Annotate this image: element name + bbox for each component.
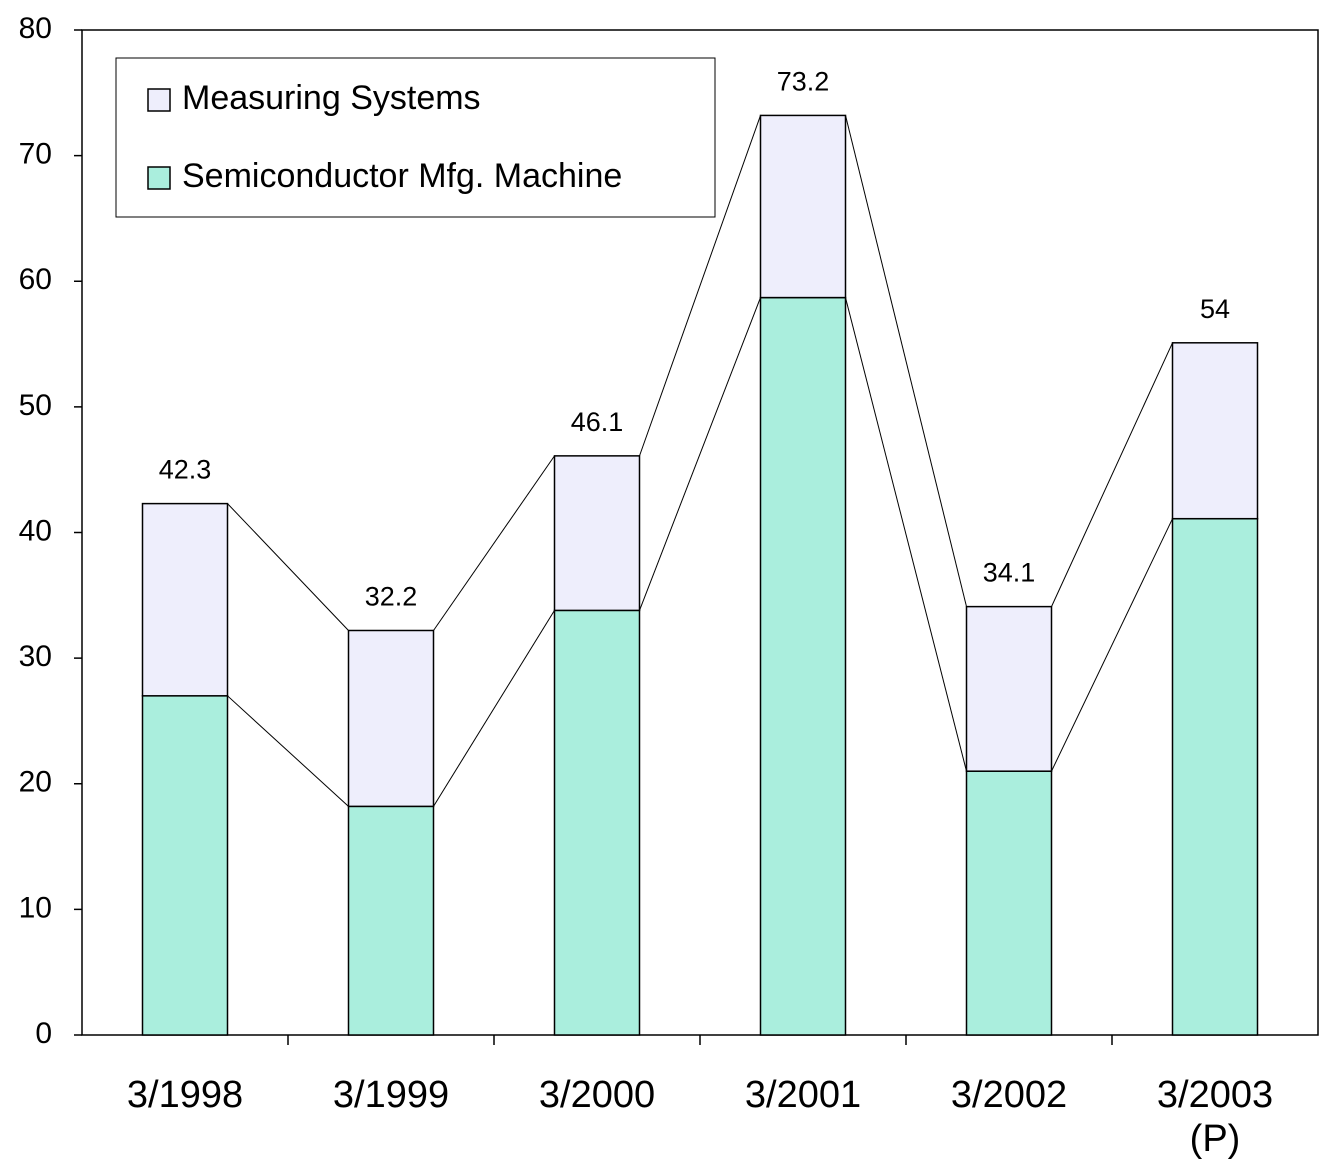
connector-line [639, 115, 761, 457]
x-tick-label: 3/1998 [127, 1074, 243, 1116]
y-tick-label: 60 [19, 263, 52, 296]
total-label: 34.1 [983, 558, 1036, 588]
bar-segment [553, 455, 641, 612]
connector-line [1051, 342, 1173, 607]
connector-line [845, 115, 967, 607]
x-tick-label: 3/2001 [745, 1074, 861, 1116]
total-label: 54 [1200, 294, 1230, 324]
y-tick-label: 20 [19, 766, 52, 799]
connector-line [227, 695, 349, 807]
bar-segment [759, 114, 847, 299]
y-tick-label: 50 [19, 389, 52, 422]
y-tick-label: 40 [19, 514, 52, 547]
legend-label: Semiconductor Mfg. Machine [182, 157, 622, 195]
connector-line [227, 503, 349, 631]
x-tick-label-line: (P) [1190, 1118, 1241, 1160]
bar-segment [759, 296, 847, 1036]
connector-line [845, 297, 967, 772]
x-tick-label-line: 3/1999 [333, 1074, 449, 1116]
connector-line [1051, 518, 1173, 772]
y-tick-label: 70 [19, 138, 52, 171]
legend-swatch [147, 88, 171, 112]
total-label: 32.2 [365, 582, 418, 612]
x-tick-label-line: 3/2000 [539, 1074, 655, 1116]
y-tick-label: 0 [35, 1017, 52, 1050]
bar-segment [347, 629, 435, 808]
x-tick-label-line: 3/2002 [951, 1074, 1067, 1116]
total-label: 46.1 [571, 407, 624, 437]
bar-segment [141, 695, 229, 1036]
y-tick-label: 30 [19, 640, 52, 673]
connector-line [433, 455, 555, 631]
bar-segment [965, 605, 1053, 772]
legend-box [115, 57, 716, 218]
bar-segment [1171, 342, 1259, 520]
legend-label: Measuring Systems [182, 79, 481, 117]
x-tick-label-line: 3/2003 [1157, 1074, 1273, 1116]
x-tick-label: 3/2000 [539, 1074, 655, 1116]
bar-segment [1171, 517, 1259, 1036]
bar-segment [347, 805, 435, 1036]
x-tick-label: 3/2003 (P) [1157, 1074, 1273, 1160]
x-tick-label: 3/1999 [333, 1074, 449, 1116]
bar-segment [553, 609, 641, 1036]
total-label: 42.3 [159, 455, 212, 485]
y-tick-label: 80 [19, 12, 52, 45]
y-tick-label: 10 [19, 891, 52, 924]
total-label: 73.2 [777, 67, 830, 97]
connector-line [433, 610, 555, 807]
x-tick-label: 3/2002 [951, 1074, 1067, 1116]
x-tick-label-line: 3/1998 [127, 1074, 243, 1116]
bar-segment [141, 502, 229, 697]
connector-line [639, 297, 761, 611]
x-tick-label-line: 3/2001 [745, 1074, 861, 1116]
bar-segment [965, 770, 1053, 1036]
legend-swatch [147, 166, 171, 190]
